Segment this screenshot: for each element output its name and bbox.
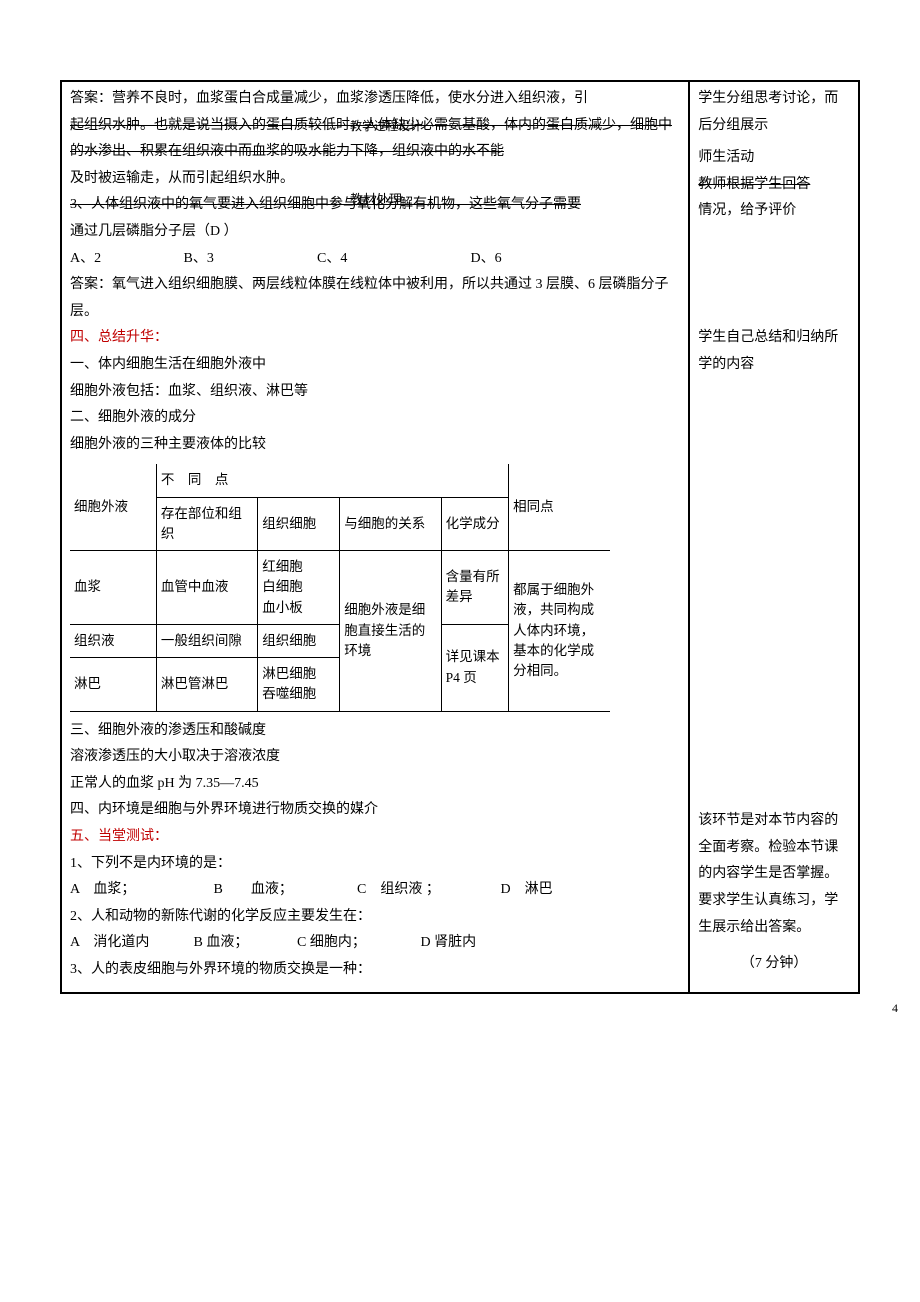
table-cell: 组织细胞 <box>258 624 340 657</box>
side-note: 该环节是对本节内容的全面考察。检验本节课的内容学生是否掌握。 <box>698 808 850 888</box>
layout-table: 答案：营养不良时，血浆蛋白合成量减少，血浆渗透压降低，使水分进入组织液，引 起组… <box>62 82 858 992</box>
paragraph: 答案：氧气进入组织细胞膜、两层线粒体膜在线粒体中被利用，所以共通过 3 层膜、6… <box>70 272 680 325</box>
side-note: 师生活动 <box>698 145 850 172</box>
option-c: C 组织液 ； <box>357 877 497 904</box>
overlay-text: 教学过程设计 <box>350 115 422 138</box>
option-a: A、2 <box>70 246 180 273</box>
text: 及时被运输走，从而引起组织水肿。 <box>70 171 294 186</box>
overlay-text: 师生活动 <box>698 150 754 165</box>
table-cell: 细胞外液是细胞直接生活的环境 <box>340 551 441 712</box>
paragraph: 三、细胞外液的渗透压和酸碱度 <box>70 718 680 745</box>
option-d: D 淋巴 <box>501 877 553 904</box>
table-cell: 淋巴细胞 吞噬细胞 <box>258 658 340 712</box>
section-heading: 四、总结升华： <box>70 325 680 352</box>
page-number: 4 <box>892 1001 898 1016</box>
overlay-text: 教材处理 <box>350 188 402 213</box>
side-column: 学生分组思考讨论，而后分组展示 师生活动 教师根据学生回答 情况，给予评价 学生… <box>689 82 858 992</box>
table-cell: 血管中血液 <box>156 551 257 625</box>
option-d: D 肾脏内 <box>421 930 477 957</box>
table-cell: 组织液 <box>70 624 156 657</box>
side-note: 学生分组思考讨论，而后分组展示 <box>698 86 850 139</box>
paragraph: 二、细胞外液的成分 <box>70 405 680 432</box>
options-row: A 血浆； B 血液； C 组织液 ； D 淋巴 <box>70 877 680 904</box>
side-note-strike: 教师根据学生回答 <box>698 172 850 199</box>
question: 2、人和动物的新陈代谢的化学反应主要发生在： <box>70 904 680 931</box>
paragraph: 及时被运输走，从而引起组织水肿。 教材处理 <box>70 166 680 193</box>
table-cell: 红细胞 白细胞 血小板 <box>258 551 340 625</box>
section-heading: 五、当堂测试： <box>70 824 680 851</box>
table-cell: 相同点 <box>509 464 610 550</box>
question: 1、下列不是内环境的是： <box>70 851 680 878</box>
option-c: C 细胞内； <box>297 930 417 957</box>
paragraph: 一、体内细胞生活在细胞外液中 <box>70 352 680 379</box>
option-a: A 血浆； <box>70 877 210 904</box>
paragraph: 正常人的血浆 pH 为 7.35—7.45 <box>70 771 680 798</box>
paragraph: 答案：营养不良时，血浆蛋白合成量减少，血浆渗透压降低，使水分进入组织液，引 <box>70 86 680 113</box>
table-row: 细胞外液 不 同 点 相同点 <box>70 464 610 497</box>
paragraph: 细胞外液包括：血浆、组织液、淋巴等 <box>70 379 680 406</box>
table-cell: 都属于细胞外液，共同构成人体内环境，基本的化学成分相同。 <box>509 551 610 712</box>
table-cell: 细胞外液 <box>70 464 156 550</box>
option-b: B 血液； <box>194 930 294 957</box>
table-cell: 含量有所差异 <box>441 551 509 625</box>
paragraph: 四、内环境是细胞与外界环境进行物质交换的媒介 <box>70 797 680 824</box>
main-column: 答案：营养不良时，血浆蛋白合成量减少，血浆渗透压降低，使水分进入组织液，引 起组… <box>62 82 689 992</box>
document-page: 答案：营养不良时，血浆蛋白合成量减少，血浆渗透压降低，使水分进入组织液，引 起组… <box>60 80 860 994</box>
question: 3、人的表皮细胞与外界环境的物质交换是一种： <box>70 957 680 984</box>
table-cell: 一般组织间隙 <box>156 624 257 657</box>
options-row: A 消化道内 B 血液； C 细胞内； D 肾脏内 <box>70 930 680 957</box>
table-cell: 与细胞的关系 <box>340 497 441 551</box>
side-note: 要求学生认真练习，学生展示给出答案。 <box>698 888 850 941</box>
paragraph: 通过几层磷脂分子层（D ） <box>70 219 680 246</box>
option-b: B、3 <box>184 246 314 273</box>
table-cell: 血浆 <box>70 551 156 625</box>
table-row: 血浆 血管中血液 红细胞 白细胞 血小板 细胞外液是细胞直接生活的环境 含量有所… <box>70 551 610 625</box>
comparison-table: 细胞外液 不 同 点 相同点 存在部位和组织 组织细胞 与细胞的关系 化学成分 … <box>70 464 610 711</box>
table-cell: 详见课本 P4 页 <box>441 624 509 711</box>
paragraph: 细胞外液的三种主要液体的比较 <box>70 432 680 459</box>
side-note-timing: （7 分钟） <box>698 951 850 978</box>
option-d: D、6 <box>471 246 502 273</box>
table-cell: 化学成分 <box>441 497 509 551</box>
paragraph-strike: 起组织水肿。也就是说当摄入的蛋白质较低时，人体缺少必需氨基酸，体内的蛋白质减少，… <box>70 113 680 166</box>
table-cell: 组织细胞 <box>258 497 340 551</box>
options-row: A、2 B、3 C、4 D、6 <box>70 246 680 273</box>
table-cell: 淋巴管淋巴 <box>156 658 257 712</box>
paragraph: 溶液渗透压的大小取决于溶液浓度 <box>70 744 680 771</box>
table-cell: 存在部位和组织 <box>156 497 257 551</box>
table-cell: 不 同 点 <box>156 464 508 497</box>
option-c: C、4 <box>317 246 467 273</box>
option-a: A 消化道内 <box>70 930 190 957</box>
table-cell: 淋巴 <box>70 658 156 712</box>
side-note: 情况，给予评价 <box>698 198 850 225</box>
option-b: B 血液； <box>214 877 354 904</box>
side-note: 学生自己总结和归纳所学的内容 <box>698 325 850 378</box>
